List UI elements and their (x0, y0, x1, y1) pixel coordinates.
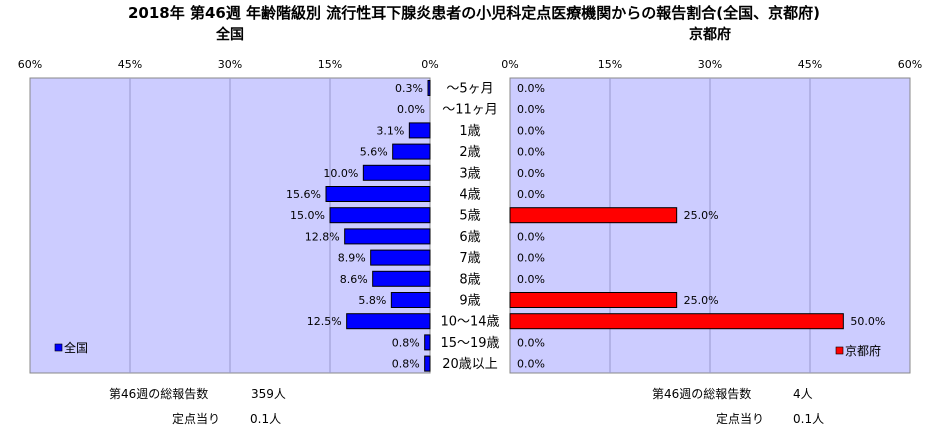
category-label: 3歳 (459, 166, 480, 181)
data-label-kyoto: 50.0% (850, 315, 885, 328)
x-tick-label: 45% (118, 58, 142, 71)
left-total-label: 第46週の総報告数 (109, 387, 209, 401)
data-label-kyoto: 0.0% (517, 82, 545, 95)
left-panel-title: 全国 (215, 26, 244, 43)
bar-national (346, 313, 431, 330)
bar-national (329, 207, 431, 224)
data-label-kyoto: 0.0% (517, 358, 545, 371)
data-label-kyoto: 0.0% (517, 252, 545, 265)
left-per-label: 定点当り (172, 412, 221, 426)
chart-title: 2018年 第46週 年齢階級別 流行性耳下腺炎患者の小児科定点医療機関からの報… (128, 4, 820, 22)
x-tick-label: 15% (598, 58, 622, 71)
right-per-value: 0.1人 (793, 412, 825, 426)
data-label-national: 5.8% (358, 294, 386, 307)
category-label: ～11ヶ月 (442, 103, 498, 118)
x-tick-label: 60% (18, 58, 42, 71)
bar-kyoto (509, 313, 844, 330)
right-legend: 京都府 (835, 343, 881, 358)
category-label: 4歳 (459, 188, 480, 203)
data-label-national: 0.8% (392, 336, 420, 349)
bar-national (390, 292, 431, 308)
left-legend-label: 全国 (64, 340, 88, 355)
right-per-label: 定点当り (716, 412, 765, 426)
data-label-kyoto: 25.0% (684, 294, 719, 307)
bar-national (370, 249, 431, 266)
bar-national (362, 164, 431, 181)
x-tick-label: 30% (698, 58, 722, 71)
category-label: 7歳 (459, 251, 480, 266)
category-label: ～5ヶ月 (446, 82, 493, 97)
data-label-kyoto: 0.0% (517, 230, 545, 243)
axis-tick-labels: 60% 45% 30% 15% 0% 0% 15% 30% 45% 60% (18, 58, 922, 71)
bars (325, 80, 844, 372)
bar-national (344, 228, 431, 245)
data-label-kyoto: 0.0% (517, 188, 545, 201)
data-label-national: 15.6% (286, 188, 321, 201)
category-label: 20歳以上 (442, 357, 498, 372)
data-label-national: 15.0% (290, 209, 325, 222)
category-label: 6歳 (459, 230, 480, 245)
left-per-value: 0.1人 (250, 412, 282, 426)
data-label-national: 0.3% (395, 82, 423, 95)
left-total-value: 359人 (251, 387, 286, 401)
data-label-national: 3.1% (376, 124, 404, 137)
right-legend-label: 京都府 (845, 343, 881, 358)
right-legend-swatch (835, 346, 844, 355)
data-label-kyoto: 0.0% (517, 146, 545, 159)
category-label: 2歳 (459, 145, 480, 160)
right-total-label: 第46週の総報告数 (652, 387, 752, 401)
data-label-national: 5.6% (360, 146, 388, 159)
x-tick-label: 60% (898, 58, 922, 71)
data-label-national: 12.8% (305, 230, 340, 243)
data-label-national: 0.0% (397, 103, 425, 116)
left-legend: 全国 (54, 340, 88, 355)
bar-kyoto (509, 207, 678, 224)
data-label-kyoto: 0.0% (517, 167, 545, 180)
bar-kyoto (509, 292, 678, 308)
category-label: 9歳 (459, 294, 480, 309)
bar-national (427, 80, 431, 96)
bar-national (392, 143, 431, 160)
bar-national (372, 270, 431, 287)
x-tick-label: 0% (501, 58, 518, 71)
x-tick-label: 30% (218, 58, 242, 71)
data-label-national: 8.6% (340, 273, 368, 286)
x-tick-label: 15% (318, 58, 342, 71)
category-label: 8歳 (459, 272, 480, 287)
category-label: 15～19歳 (440, 336, 499, 351)
data-label-national: 0.8% (392, 358, 420, 371)
bar-national (424, 355, 431, 372)
category-label: 1歳 (459, 124, 480, 139)
chart: 2018年 第46週 年齢階級別 流行性耳下腺炎患者の小児科定点医療機関からの報… (18, 4, 922, 374)
data-label-national: 8.9% (338, 252, 366, 265)
bar-national (408, 122, 431, 139)
data-label-kyoto: 25.0% (684, 209, 719, 222)
bar-national (325, 186, 431, 202)
data-label-kyoto: 0.0% (517, 273, 545, 286)
labels: ～5ヶ月 0.3% 0.0% ～11ヶ月 0.0% 0.0% 1歳 3.1% 0.0% 2歳 5.6… (286, 82, 885, 373)
data-label-kyoto: 0.0% (517, 124, 545, 137)
right-total-value: 4人 (793, 387, 813, 401)
x-tick-label: 0% (421, 58, 438, 71)
data-label-kyoto: 0.0% (517, 103, 545, 116)
data-label-national: 12.5% (307, 315, 342, 328)
data-label-national: 10.0% (323, 167, 358, 180)
left-legend-swatch (54, 343, 63, 352)
category-label: 10～14歳 (440, 315, 499, 330)
data-label-kyoto: 0.0% (517, 336, 545, 349)
category-label: 5歳 (459, 209, 480, 224)
right-panel-title: 京都府 (689, 26, 731, 43)
bar-national (424, 334, 431, 351)
x-tick-label: 45% (798, 58, 822, 71)
